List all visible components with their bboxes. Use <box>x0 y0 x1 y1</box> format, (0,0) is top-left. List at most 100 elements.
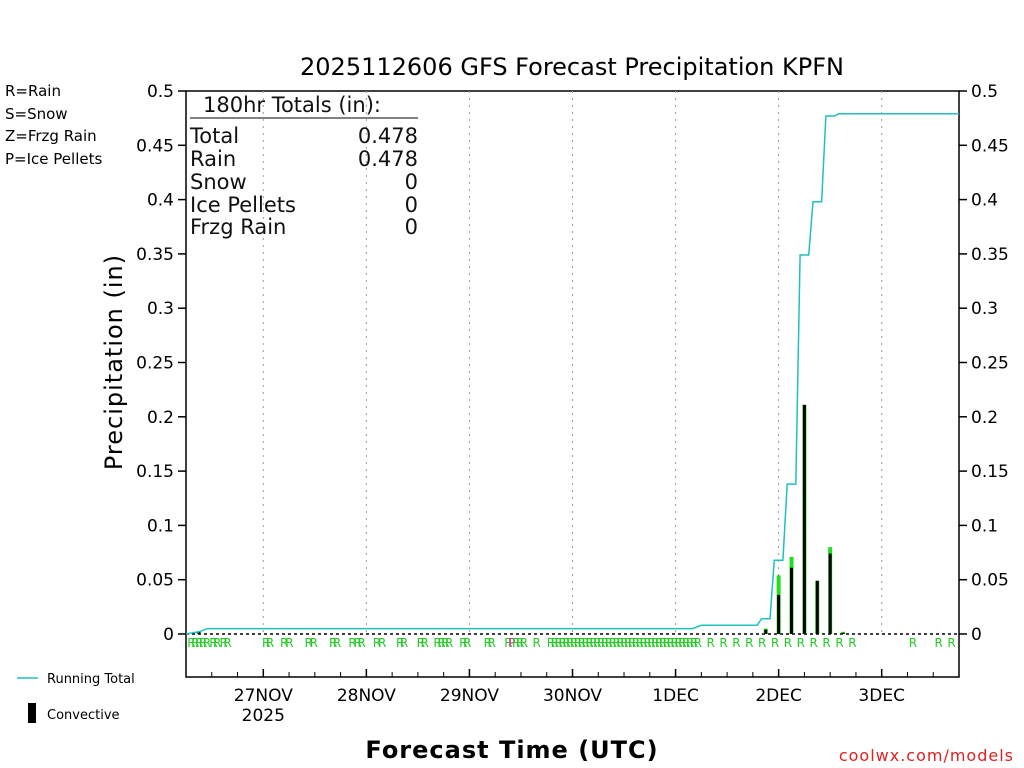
y-tick-label-right: 0.35 <box>971 245 1009 265</box>
series-legend: Running Total Convective <box>17 672 135 723</box>
ptype-label: R <box>512 636 520 650</box>
y-tick-label-left: 0.15 <box>136 462 174 482</box>
y-tick-label-right: 0.15 <box>971 462 1009 482</box>
ptype-label: R <box>745 636 753 650</box>
ice-pellets-label: Ice Pellets <box>190 193 296 217</box>
ptype-label: R <box>520 636 528 650</box>
precip-bars <box>196 404 846 634</box>
ptype-label: R <box>357 636 365 650</box>
legend-snow: S=Snow <box>5 105 68 123</box>
rain-label: Rain <box>190 147 236 171</box>
ptype-label: R <box>516 636 524 650</box>
ptype-label: R <box>628 636 636 650</box>
ptype-label: R <box>373 636 381 650</box>
ptype-label: R <box>223 636 231 650</box>
ptype-label: R <box>487 636 495 650</box>
ptype-label: R <box>433 636 441 650</box>
ptype-label: R <box>589 636 597 650</box>
convective-legend-swatch <box>28 703 36 723</box>
ptype-label: R <box>459 636 467 650</box>
ptype-label: R <box>262 636 270 650</box>
y-tick-label-right: 0.25 <box>971 354 1009 374</box>
y-tick-label-left: 0.4 <box>147 191 174 211</box>
y-tick-label-left: 0.05 <box>136 571 174 591</box>
ptype-label: R <box>280 636 288 650</box>
ptype-label: R <box>378 636 386 650</box>
ptype-label: R <box>504 636 512 650</box>
ptype-label: R <box>445 636 453 650</box>
ptype-label: R <box>835 636 843 650</box>
ptype-label: R <box>441 636 449 650</box>
y-tick-label-right: 0 <box>971 625 982 645</box>
convective-bar <box>841 632 845 634</box>
frzg-rain-label: Frzg Rain <box>190 215 286 239</box>
ptype-label: R <box>310 636 318 650</box>
ptype-label: R <box>213 636 221 650</box>
convective-bar <box>790 567 794 634</box>
ptype-label: R <box>719 636 727 650</box>
ptype-label: R <box>195 636 203 650</box>
ptype-label: R <box>848 636 856 650</box>
y-tick-label-left: 0.35 <box>136 245 174 265</box>
ptype-label: R <box>554 636 562 650</box>
ptype-label: P <box>508 636 515 650</box>
y-tick-label-right: 0.1 <box>971 516 998 536</box>
y-tick-label-right: 0.2 <box>971 408 998 428</box>
running-total-layer <box>185 113 959 635</box>
ptype-label: R <box>706 636 714 650</box>
ptype-label: R <box>191 636 199 650</box>
ptype-label: R <box>533 636 541 650</box>
footer-credit: coolwx.com/models <box>839 746 1014 765</box>
totals-box: 180hr Totals (in): Total 0.478 Rain 0.47… <box>189 93 418 239</box>
ptype-label: R <box>663 636 671 650</box>
total-value: 0.478 <box>358 124 418 148</box>
ptype-label: R <box>605 636 613 650</box>
y-tick-label-left: 0.25 <box>136 354 174 374</box>
ptype-label: R <box>219 636 227 650</box>
ptype-label: R <box>732 636 740 650</box>
ptype-label: R <box>612 636 620 650</box>
y-tick-label-left: 0.5 <box>147 82 174 102</box>
ptype-label: R <box>609 636 617 650</box>
ptype-label: R <box>484 636 492 650</box>
rain-value: 0.478 <box>358 147 418 171</box>
y-tick-label-right: 0.45 <box>971 136 1009 156</box>
y-tick-label-right: 0.4 <box>971 191 998 211</box>
ptype-label: R <box>659 636 667 650</box>
ptype-label: R <box>597 636 605 650</box>
y-tick-label-left: 0.3 <box>147 299 174 319</box>
gridlines <box>186 91 959 635</box>
ptype-label: R <box>694 636 702 650</box>
ptype-label: R <box>647 636 655 650</box>
ptype-label: R <box>209 636 217 650</box>
y-tick-label-right: 0.05 <box>971 571 1009 591</box>
ptype-label: R <box>463 636 471 650</box>
ptype-label: R <box>417 636 425 650</box>
ptype-legend: R=Rain S=Snow Z=Frzg Rain P=Ice Pellets <box>5 82 102 168</box>
ptype-label: R <box>353 636 361 650</box>
ptype-label: R <box>670 636 678 650</box>
x-tick-label: 28NOV <box>337 686 396 706</box>
ptype-label: R <box>420 636 428 650</box>
ptype-label: R <box>601 636 609 650</box>
ptype-label: R <box>632 636 640 650</box>
y-axis-label: Precipitation (in) <box>100 254 128 470</box>
ptype-label: R <box>771 636 779 650</box>
ptype-label: R <box>578 636 586 650</box>
convective-legend-label: Convective <box>47 708 120 723</box>
ptype-label: R <box>348 636 356 650</box>
ptype-label: R <box>562 636 570 650</box>
snow-value: 0 <box>405 170 418 194</box>
ptype-label: R <box>643 636 651 650</box>
x-tick-label: 2DEC <box>755 686 802 706</box>
convective-bar <box>815 580 819 634</box>
x-tick-label: 29NOV <box>440 686 499 706</box>
ptype-label: R <box>593 636 601 650</box>
ptype-label: R <box>639 636 647 650</box>
y-tick-label-left: 0.2 <box>147 408 174 428</box>
ptype-label: R <box>616 636 624 650</box>
ptype-label: R <box>935 636 943 650</box>
ptype-label: R <box>797 636 805 650</box>
ptype-label: R <box>547 636 555 650</box>
